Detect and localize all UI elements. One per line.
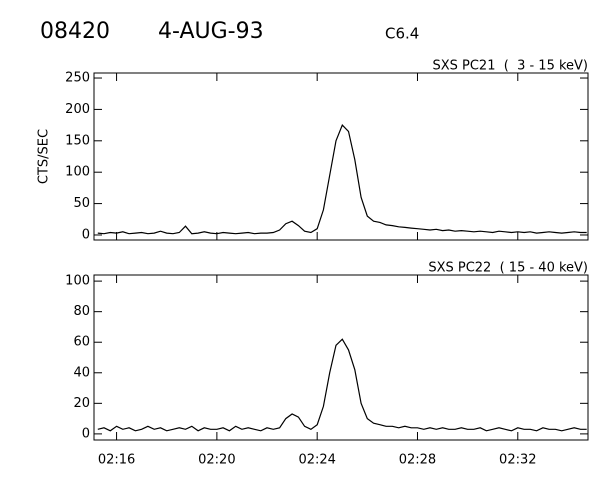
- plot-frame: [93, 72, 589, 241]
- data-line: [97, 338, 587, 432]
- date: 4-AUG-93: [158, 19, 264, 44]
- y-tick-label: 20: [73, 396, 90, 411]
- panel-title: SXS PC22 ( 15 - 40 keV): [428, 261, 588, 276]
- y-tick-label: 0: [82, 227, 90, 242]
- y-tick-label: 80: [73, 304, 90, 319]
- y-tick-label: 150: [65, 133, 90, 148]
- x-tick-label: 02:20: [198, 453, 235, 468]
- y-tick-label: 200: [65, 102, 90, 117]
- event-id: 08420: [40, 19, 110, 44]
- y-tick-label: 100: [65, 274, 90, 289]
- x-tick-label: 02:28: [399, 453, 436, 468]
- y-axis-label: CTS/SEC: [37, 129, 52, 184]
- x-tick-label: 02:32: [499, 453, 536, 468]
- y-tick-label: 40: [73, 365, 90, 380]
- x-tick-label: 02:16: [98, 453, 135, 468]
- plot-frame: [93, 274, 589, 441]
- x-tick-label: 02:24: [298, 453, 335, 468]
- flare-class: C6.4: [385, 25, 419, 43]
- y-tick-label: 0: [82, 426, 90, 441]
- y-tick-label: 250: [65, 71, 90, 86]
- data-line: [97, 124, 587, 235]
- y-tick-label: 100: [65, 165, 90, 180]
- y-tick-label: 50: [73, 196, 90, 211]
- y-tick-label: 60: [73, 335, 90, 350]
- panel-title: SXS PC21 ( 3 - 15 keV): [432, 59, 588, 74]
